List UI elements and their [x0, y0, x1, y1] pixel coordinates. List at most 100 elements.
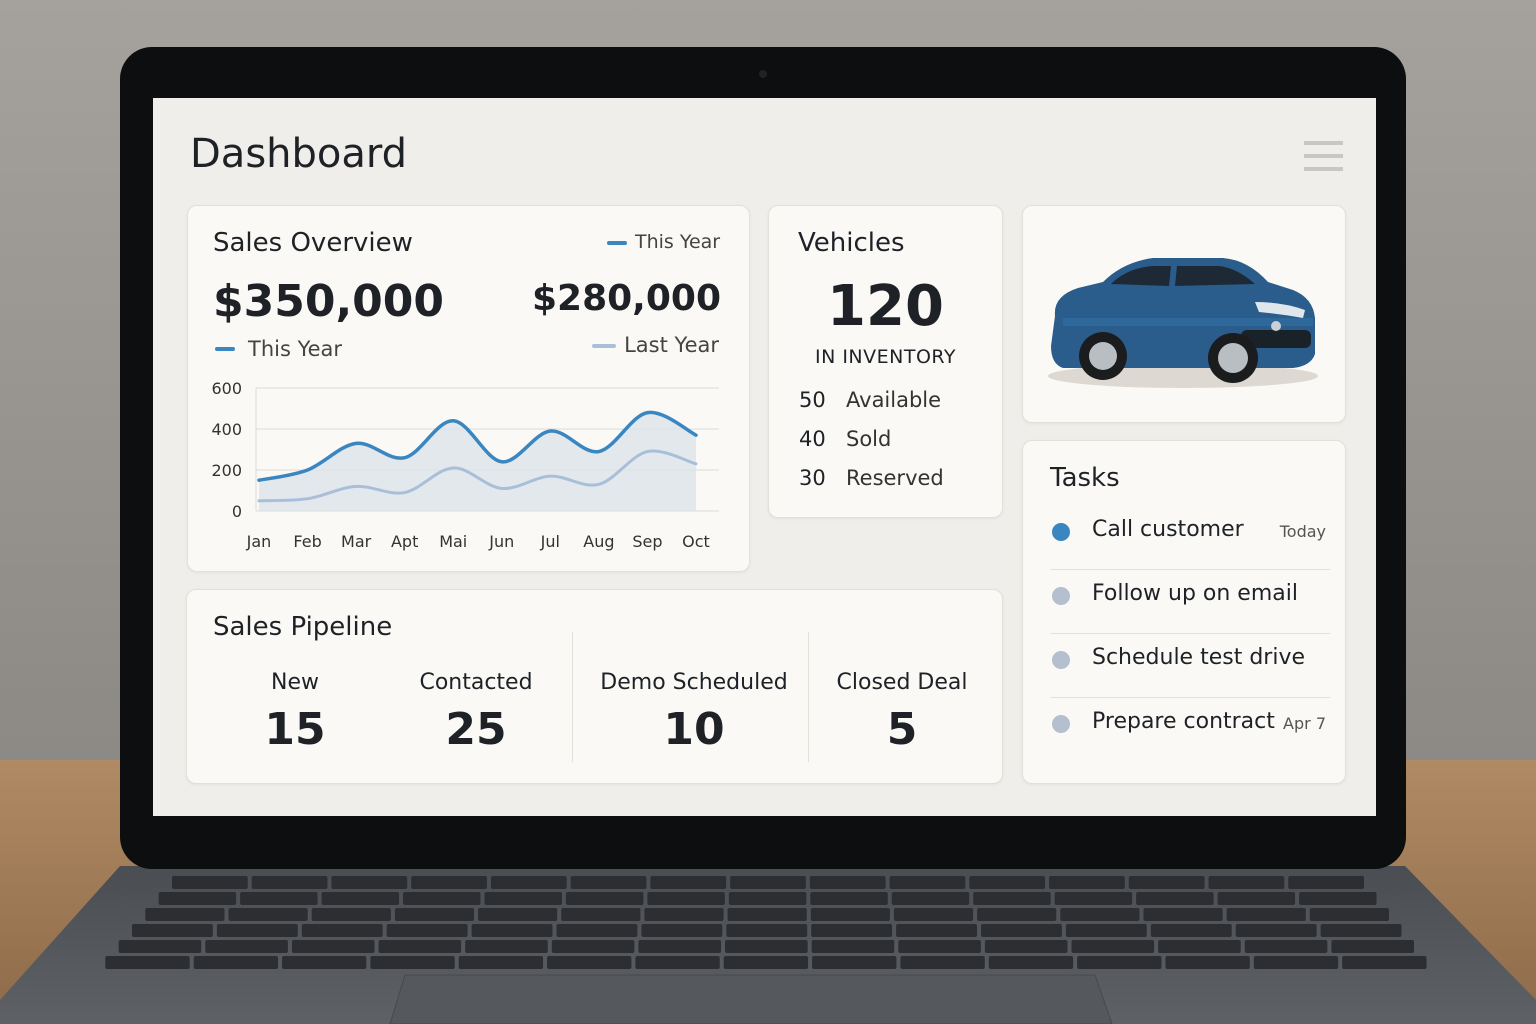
key [411, 876, 487, 889]
key [977, 908, 1057, 921]
key [551, 940, 635, 953]
key [386, 924, 468, 937]
key [570, 876, 647, 889]
key [311, 908, 391, 921]
car-image [1048, 258, 1318, 388]
last-year-label: Last Year [624, 333, 719, 357]
x-tick-label: Feb [293, 532, 321, 551]
task-item[interactable]: Follow up on email [1050, 573, 1330, 634]
x-tick-label: Apt [391, 532, 418, 551]
menu-button[interactable] [1304, 141, 1343, 171]
key [1342, 956, 1427, 969]
key [810, 908, 890, 921]
key [893, 908, 974, 921]
stage-count: 15 [264, 704, 326, 755]
key [809, 876, 886, 889]
stage-label: Demo Scheduled [600, 670, 788, 695]
this-year-swatch [215, 347, 235, 351]
key [301, 924, 383, 937]
key [158, 892, 237, 905]
x-tick-label: Sep [632, 532, 662, 551]
key [730, 876, 806, 889]
key [726, 924, 808, 937]
stage-label: New [271, 670, 319, 695]
key [565, 892, 644, 905]
key [1320, 924, 1402, 937]
key [193, 956, 279, 969]
vehicle-image-card [1022, 205, 1346, 423]
x-tick-label: Jan [246, 532, 272, 551]
legend-label: This Year [635, 231, 721, 253]
key [145, 908, 225, 921]
key [635, 956, 720, 969]
legend-swatch [607, 241, 627, 245]
key [105, 956, 190, 969]
tasks-card: Tasks Call customer Today Follow up on ema… [1022, 440, 1346, 784]
key [471, 924, 553, 937]
key [981, 924, 1062, 937]
stage-count: 10 [663, 704, 725, 755]
page-title: Dashboard [190, 131, 408, 177]
task-status-dot [1052, 523, 1070, 541]
key [988, 956, 1074, 969]
key [1128, 876, 1205, 889]
key [251, 876, 328, 889]
key [969, 876, 1046, 889]
last-year-amount: $280,000 [531, 278, 721, 319]
key [216, 924, 298, 937]
key [984, 940, 1068, 953]
divider [808, 632, 809, 762]
task-status-dot [1052, 651, 1070, 669]
keyboard [105, 876, 1427, 969]
screen: Dashboard Sales Overview This Year $350,… [153, 98, 1376, 816]
key [547, 956, 632, 969]
key [1158, 940, 1241, 953]
key [810, 892, 888, 905]
key [1253, 956, 1339, 969]
key [1217, 892, 1296, 905]
y-tick-label: 400 [211, 420, 242, 439]
inventory-count: 30 [799, 466, 826, 490]
task-item[interactable]: Call customer Today [1050, 509, 1330, 570]
task-item[interactable]: Prepare contract Apr 7 [1050, 701, 1330, 761]
task-item[interactable]: Schedule test drive [1050, 637, 1330, 698]
key [644, 908, 724, 921]
last-year-swatch [592, 344, 616, 348]
key [378, 940, 462, 953]
key [465, 940, 548, 953]
key [556, 924, 638, 937]
key [889, 876, 966, 889]
key [1150, 924, 1232, 937]
inventory-label: Sold [846, 427, 892, 451]
key [725, 940, 808, 953]
inventory-total: 120 [827, 274, 944, 339]
key [1049, 876, 1125, 889]
x-tick-label: Jul [540, 532, 560, 551]
key [490, 876, 567, 889]
key [478, 908, 558, 921]
key [812, 956, 897, 969]
key [723, 956, 809, 969]
key [1054, 892, 1133, 905]
key [403, 892, 481, 905]
card-title: Tasks [1050, 463, 1120, 493]
x-tick-label: Mai [439, 532, 467, 551]
task-text: Schedule test drive [1092, 645, 1306, 670]
key [641, 924, 723, 937]
key [1331, 940, 1414, 953]
key [205, 940, 288, 953]
key [811, 940, 895, 953]
key [228, 908, 308, 921]
y-tick-label: 0 [232, 502, 242, 521]
camera [759, 70, 767, 78]
task-text: Call customer [1092, 517, 1244, 542]
inventory-label: IN INVENTORY [814, 346, 957, 368]
key [650, 876, 727, 889]
x-tick-label: Oct [682, 532, 710, 551]
key [484, 892, 562, 905]
key [1309, 908, 1389, 921]
inventory-row: 40 Sold [799, 427, 891, 451]
key [1077, 956, 1162, 969]
key [132, 924, 213, 937]
